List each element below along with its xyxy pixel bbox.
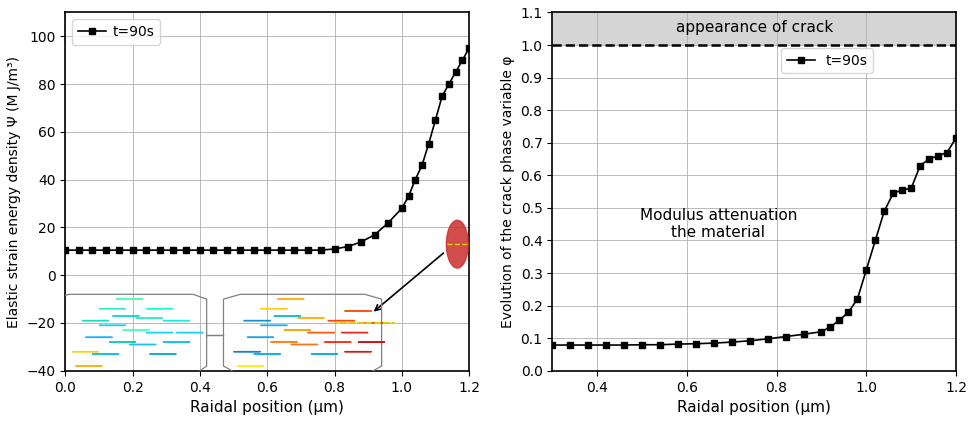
t=90s: [443, 81, 455, 87]
t=90s: [194, 248, 206, 253]
t=90s: [235, 248, 246, 253]
t=90s: [221, 248, 233, 253]
t=90s: [906, 186, 918, 191]
t=90s: [409, 177, 421, 182]
t=90s: [690, 341, 701, 346]
t=90s: [843, 310, 854, 315]
t=90s: [879, 208, 890, 214]
Legend: t=90s: t=90s: [781, 48, 874, 73]
t=90s: [261, 248, 273, 253]
t=90s: [600, 343, 612, 348]
t=90s: [113, 248, 125, 253]
t=90s: [780, 334, 792, 339]
t=90s: [564, 343, 576, 348]
t=90s: [342, 244, 354, 249]
t=90s: [457, 58, 468, 63]
t=90s: [887, 191, 899, 196]
Bar: [552, 12, 956, 45]
Y-axis label: Elastic strain energy density Ψ (M J/m³): Elastic strain energy density Ψ (M J/m³): [7, 56, 21, 327]
t=90s: [672, 341, 684, 346]
t=90s: [762, 336, 773, 341]
t=90s: [59, 248, 71, 253]
t=90s: [430, 117, 441, 122]
Text: appearance of crack: appearance of crack: [676, 19, 833, 35]
t=90s: [356, 239, 367, 244]
t=90s: [180, 248, 192, 253]
t=90s: [207, 248, 219, 253]
Ellipse shape: [446, 220, 468, 268]
Text: Modulus attenuation
the material: Modulus attenuation the material: [640, 208, 797, 241]
Line: t=90s: t=90s: [62, 45, 472, 254]
t=90s: [402, 194, 414, 199]
t=90s: [726, 340, 737, 345]
t=90s: [316, 248, 327, 253]
X-axis label: Raidal position (μm): Raidal position (μm): [190, 400, 344, 415]
t=90s: [369, 232, 381, 237]
t=90s: [416, 163, 428, 168]
t=90s: [436, 94, 448, 99]
t=90s: [870, 238, 881, 243]
Line: t=90s: t=90s: [548, 134, 959, 349]
t=90s: [168, 248, 179, 253]
t=90s: [655, 342, 666, 347]
t=90s: [464, 46, 475, 51]
t=90s: [450, 70, 462, 75]
t=90s: [423, 141, 434, 146]
t=90s: [127, 248, 138, 253]
t=90s: [140, 248, 152, 253]
t=90s: [932, 153, 944, 158]
t=90s: [834, 318, 845, 323]
t=90s: [275, 248, 286, 253]
t=90s: [860, 267, 872, 272]
t=90s: [923, 157, 935, 162]
t=90s: [708, 341, 720, 346]
t=90s: [941, 150, 953, 155]
t=90s: [546, 343, 558, 348]
Legend: t=90s: t=90s: [72, 19, 160, 44]
t=90s: [744, 338, 756, 344]
t=90s: [915, 163, 926, 168]
t=90s: [396, 206, 408, 211]
t=90s: [328, 246, 340, 252]
t=90s: [618, 343, 630, 348]
t=90s: [100, 248, 112, 253]
t=90s: [87, 248, 98, 253]
t=90s: [248, 248, 260, 253]
Y-axis label: Evolution of the crack phase variable φ: Evolution of the crack phase variable φ: [501, 55, 515, 328]
X-axis label: Raidal position (μm): Raidal position (μm): [677, 400, 831, 415]
t=90s: [383, 220, 394, 225]
t=90s: [302, 248, 314, 253]
t=90s: [825, 324, 837, 329]
t=90s: [798, 332, 809, 337]
t=90s: [582, 343, 594, 348]
t=90s: [636, 342, 648, 347]
t=90s: [288, 248, 300, 253]
t=90s: [73, 248, 85, 253]
t=90s: [154, 248, 166, 253]
t=90s: [815, 329, 827, 334]
t=90s: [951, 135, 962, 141]
t=90s: [896, 187, 908, 192]
t=90s: [851, 297, 863, 302]
